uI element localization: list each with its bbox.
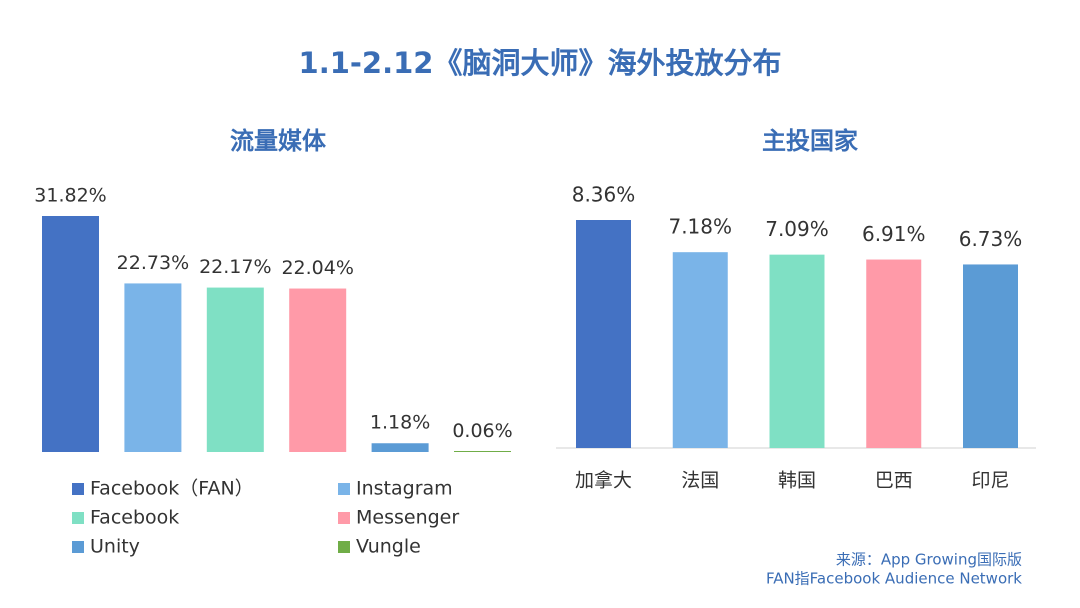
value-label: 22.73% bbox=[117, 252, 189, 274]
legend-label: Facebook（FAN） bbox=[90, 478, 254, 500]
legend-swatch bbox=[338, 512, 350, 524]
legend-label: Unity bbox=[90, 536, 140, 558]
x-tick-label: 法国 bbox=[681, 470, 719, 492]
value-label: 7.18% bbox=[668, 215, 732, 239]
legend-swatch bbox=[338, 483, 350, 495]
legend-label: Vungle bbox=[356, 536, 421, 558]
x-tick-label: 韩国 bbox=[778, 470, 816, 492]
value-label: 6.91% bbox=[862, 222, 926, 246]
chart-title: 主投国家 bbox=[762, 127, 858, 155]
x-tick-label: 印尼 bbox=[971, 470, 1009, 492]
bar bbox=[963, 264, 1018, 448]
x-tick-label: 巴西 bbox=[875, 470, 913, 492]
legend-swatch bbox=[338, 541, 350, 553]
bar bbox=[371, 443, 429, 452]
bar bbox=[866, 259, 922, 448]
x-tick-label: 加拿大 bbox=[575, 469, 632, 492]
bar bbox=[454, 451, 511, 452]
value-label: 6.73% bbox=[959, 227, 1023, 251]
legend-swatch bbox=[72, 483, 84, 495]
source-note: 来源：App Growing国际版 bbox=[836, 551, 1022, 569]
value-label: 0.06% bbox=[452, 420, 512, 442]
legend-label: Messenger bbox=[356, 507, 459, 529]
legend-swatch bbox=[72, 541, 84, 553]
bar bbox=[672, 252, 728, 448]
bar bbox=[576, 220, 631, 448]
value-label: 1.18% bbox=[370, 412, 430, 434]
bar bbox=[206, 287, 264, 452]
legend-label: Facebook bbox=[90, 507, 179, 529]
value-label: 22.17% bbox=[199, 256, 271, 278]
value-label: 31.82% bbox=[34, 185, 106, 207]
source-note: FAN指Facebook Audience Network bbox=[766, 570, 1022, 588]
legend-swatch bbox=[72, 512, 84, 524]
bar bbox=[124, 283, 182, 452]
page-title: 1.1-2.12《脑洞大师》海外投放分布 bbox=[299, 46, 782, 80]
chart-title: 流量媒体 bbox=[230, 127, 327, 155]
value-label: 22.04% bbox=[281, 257, 353, 279]
value-label: 7.09% bbox=[765, 217, 829, 241]
bar bbox=[42, 216, 99, 452]
value-label: 8.36% bbox=[572, 183, 636, 207]
bar bbox=[769, 254, 825, 448]
legend-label: Instagram bbox=[356, 478, 453, 500]
bar bbox=[289, 288, 347, 452]
